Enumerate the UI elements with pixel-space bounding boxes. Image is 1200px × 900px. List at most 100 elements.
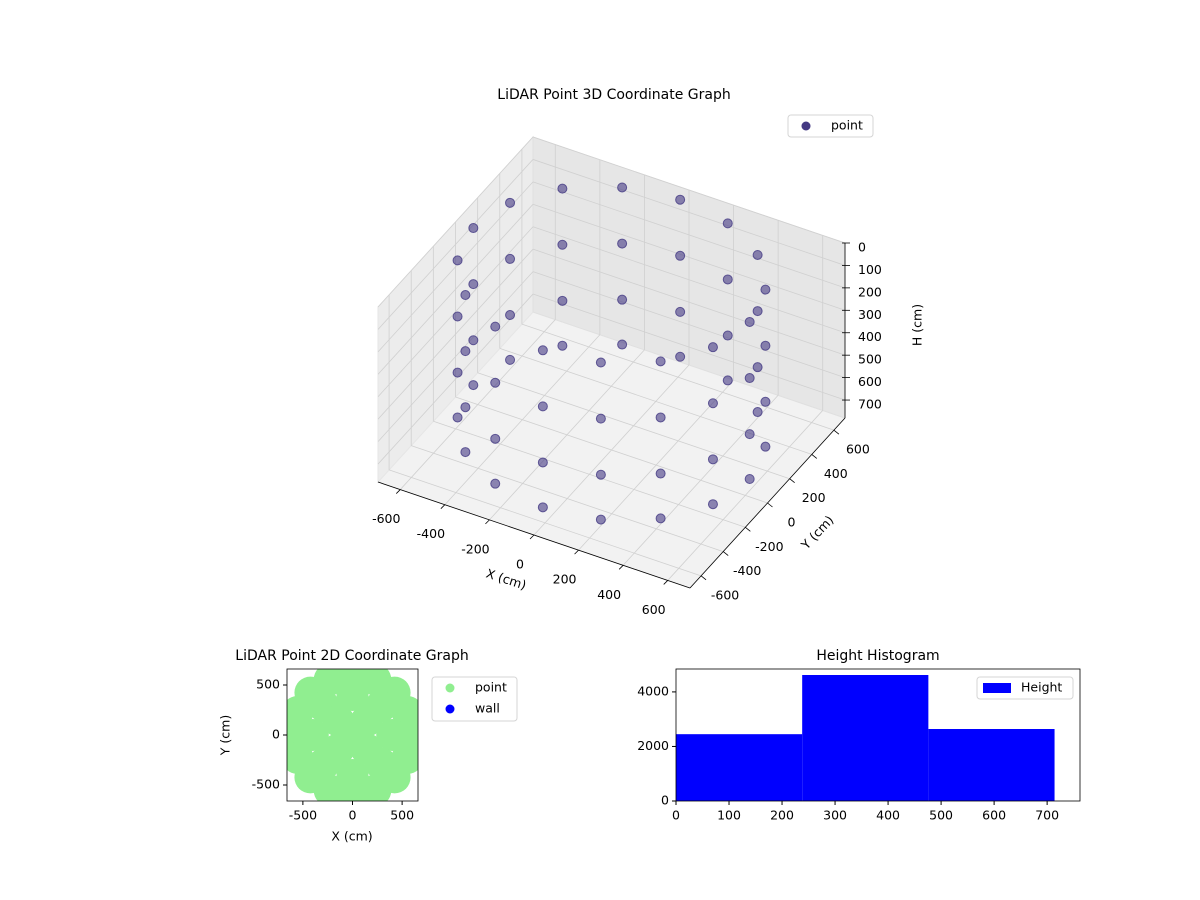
- point: [760, 284, 771, 295]
- y-tick-label: 500: [256, 677, 280, 692]
- point: [722, 330, 733, 341]
- legend-label: point: [475, 680, 507, 695]
- tick-mark: [396, 489, 401, 494]
- point: [675, 351, 686, 362]
- x-tick-label: 200: [553, 572, 577, 587]
- grid-line: [377, 136, 534, 308]
- grid-line: [377, 181, 534, 353]
- x-tick-label: 700: [1035, 808, 1059, 823]
- z-axis-label: H (cm): [910, 304, 925, 346]
- point: [505, 197, 516, 208]
- x-tick-label: 500: [929, 808, 953, 823]
- x-tick-label: 400: [597, 587, 621, 602]
- axes-frame: [286, 668, 419, 802]
- point: [617, 294, 628, 305]
- y-tick-label: -500: [252, 777, 280, 792]
- legend-box: [787, 114, 874, 138]
- point: [490, 433, 501, 444]
- point: [707, 499, 718, 510]
- point: [505, 253, 516, 264]
- axes-frame: [675, 668, 1081, 802]
- point: [452, 311, 463, 322]
- point: [617, 339, 628, 350]
- x-tick-label: -400: [417, 526, 445, 541]
- z-tick-label: 400: [858, 329, 882, 344]
- legend-swatch: [983, 683, 1011, 693]
- bar: [928, 729, 1055, 801]
- x-tick-label: 600: [642, 602, 666, 617]
- point: [460, 447, 471, 458]
- point: [557, 295, 568, 306]
- point: [760, 340, 771, 351]
- tick-mark: [745, 526, 751, 532]
- point: [490, 478, 501, 489]
- tick-mark: [789, 478, 795, 484]
- point: [595, 413, 606, 424]
- grid-line: [532, 271, 846, 378]
- tick-mark: [440, 504, 446, 509]
- point: [760, 396, 771, 407]
- grid-line: [377, 293, 534, 465]
- x-tick-label: 0: [516, 557, 524, 572]
- x-tick-label: -600: [372, 511, 400, 526]
- point: [376, 719, 409, 751]
- tick-mark: [663, 580, 668, 585]
- grid-line: [455, 396, 768, 504]
- point: [505, 310, 516, 321]
- tick-mark: [833, 429, 840, 435]
- point: [336, 679, 369, 711]
- point: [595, 357, 606, 368]
- grid-line: [532, 203, 846, 311]
- point: [760, 441, 771, 452]
- point: [744, 316, 755, 327]
- chart-title: LiDAR Point 3D Coordinate Graph: [497, 87, 730, 103]
- point: [675, 306, 686, 317]
- point: [707, 454, 718, 465]
- tick-mark: [811, 454, 818, 459]
- point: [752, 362, 763, 373]
- y-tick-label: 0: [272, 727, 280, 742]
- grid-line: [521, 323, 835, 431]
- point: [752, 249, 763, 260]
- grid-line: [532, 226, 846, 334]
- bar: [676, 734, 803, 801]
- y-tick-label: 0: [661, 793, 669, 808]
- point: [655, 412, 666, 423]
- point: [655, 468, 666, 479]
- point: [452, 367, 463, 378]
- z-tick-label: 200: [858, 284, 882, 299]
- point: [537, 502, 548, 513]
- grid-line: [532, 159, 846, 266]
- point: [460, 290, 471, 301]
- legend-swatch: [801, 121, 811, 131]
- point: [490, 377, 501, 388]
- x-tick-label: 0: [349, 808, 357, 823]
- point: [460, 346, 471, 357]
- y-tick-label: 0: [788, 515, 796, 530]
- point: [557, 340, 568, 351]
- grid-line: [532, 181, 846, 289]
- x-tick-label: -200: [461, 541, 489, 556]
- z-tick-label: 100: [858, 262, 882, 277]
- legend-swatch: [445, 704, 455, 714]
- point: [675, 194, 686, 205]
- tick-mark: [485, 519, 490, 525]
- y-tick-label: 2000: [637, 738, 669, 753]
- grid-line: [388, 469, 702, 577]
- point: [336, 759, 369, 791]
- tick-mark: [618, 565, 624, 570]
- y-tick-label: -200: [755, 539, 783, 554]
- grid-line: [433, 420, 746, 528]
- point: [490, 321, 501, 332]
- point: [655, 513, 666, 524]
- point: [557, 183, 568, 194]
- axis-line: [377, 481, 691, 589]
- grid-line: [532, 136, 846, 244]
- point: [752, 407, 763, 418]
- point: [744, 373, 755, 384]
- grid-line: [411, 445, 724, 552]
- y-tick-label: -600: [711, 587, 739, 602]
- legend-label: Height: [1021, 680, 1062, 695]
- y-tick-label: 200: [802, 490, 826, 505]
- point: [296, 719, 329, 751]
